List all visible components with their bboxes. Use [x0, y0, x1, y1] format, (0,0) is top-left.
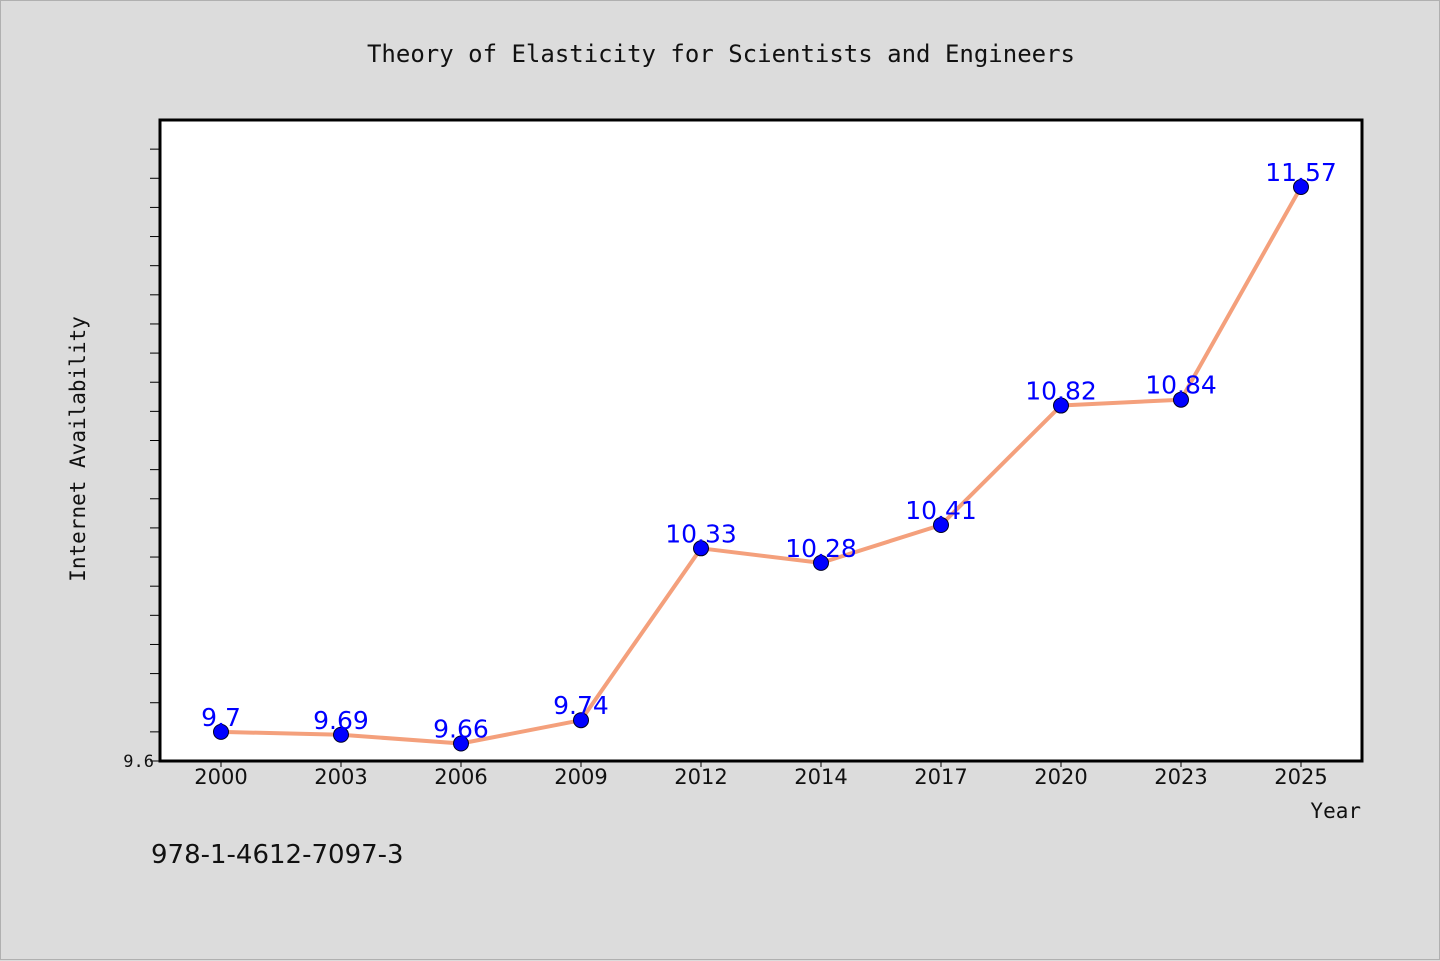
x-axis-ticks: 2000 2003 2006 2009 2012 2014 2017 2020 2023 2025 — [194, 761, 1328, 789]
data-point-marker — [1293, 179, 1309, 196]
data-point-marker — [573, 712, 589, 729]
x-tick-label: 2014 — [794, 765, 847, 789]
x-axis-label: Year — [1310, 799, 1361, 823]
data-point-label: 9.69 — [313, 706, 369, 735]
x-tick-label: 2000 — [194, 765, 247, 789]
data-point-marker — [813, 554, 829, 571]
data-point-marker — [1053, 397, 1069, 414]
x-tick-label: 2003 — [314, 765, 367, 789]
y-axis-ticks: 9.6 — [123, 148, 160, 772]
x-tick-label: 2006 — [434, 765, 487, 789]
x-tick-label: 2020 — [1034, 765, 1087, 789]
data-point-marker — [1173, 391, 1189, 408]
x-tick-label: 2009 — [554, 765, 607, 789]
isbn-footer: 978-1-4612-7097-3 — [151, 840, 404, 870]
data-point-label: 9.74 — [553, 691, 609, 720]
data-point-marker — [213, 723, 229, 740]
chart-title: Theory of Elasticity for Scientists and … — [367, 40, 1075, 68]
data-point-label: 10.82 — [1025, 377, 1097, 406]
data-point-marker — [693, 540, 709, 557]
data-point-label: 11.57 — [1265, 158, 1337, 187]
x-tick-label: 2023 — [1154, 765, 1207, 789]
data-point-label: 9.7 — [201, 703, 241, 732]
data-point-label: 10.33 — [665, 519, 737, 548]
data-point-label: 10.28 — [785, 534, 857, 563]
plot-area — [158, 118, 1364, 763]
y-axis-label: Internet Availability — [66, 316, 90, 582]
data-point-marker — [333, 726, 349, 743]
data-point-marker — [453, 735, 469, 752]
data-point-label: 10.84 — [1145, 371, 1217, 400]
data-point-label: 9.66 — [433, 715, 489, 744]
data-point-marker — [933, 516, 949, 533]
y-tick-label: 9.6 — [123, 752, 154, 772]
data-point-label: 10.41 — [905, 496, 977, 525]
x-tick-label: 2012 — [674, 765, 727, 789]
x-tick-label: 2025 — [1274, 765, 1327, 789]
series-line — [220, 186, 1303, 746]
series-group: 9.7 9.69 9.66 9.74 10.33 10.28 10.41 10.82 10.84… — [201, 158, 1337, 752]
x-tick-label: 2017 — [914, 765, 967, 789]
